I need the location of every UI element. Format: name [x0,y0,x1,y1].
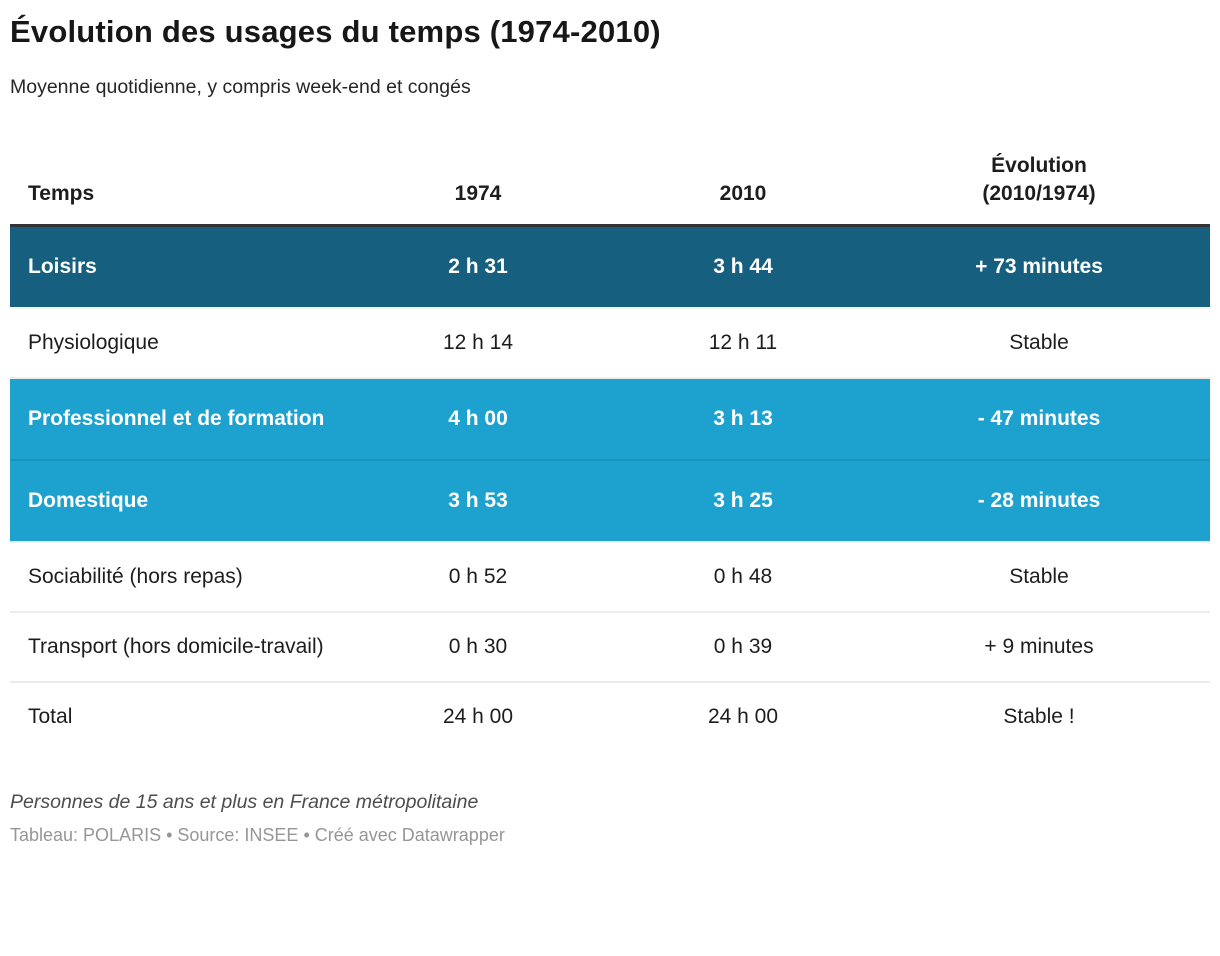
value-2010: 3 h 44 [618,225,868,310]
value-1974: 3 h 53 [338,460,618,544]
value-2010: 24 h 00 [707,705,779,729]
value-2010: 0 h 48 [618,542,868,614]
value-evolution: + 73 minutes [868,225,1210,310]
table-row-sociabilite: Sociabilité (hors repas) 0 h 52 0 h 48 S… [10,542,1210,614]
table-row-physiologique: Physiologique 12 h 14 12 h 11 Stable [10,308,1210,380]
value-2010: 12 h 11 [618,308,868,380]
value-2010: 3 h 25 [618,460,868,544]
column-header-temps: Temps [10,152,338,228]
time-usage-table: Temps 1974 2010 Évolution (2010/1974) Lo… [10,152,1210,751]
column-header-2010: 2010 [618,152,868,228]
value-2010: 0 h 39 [618,612,868,684]
value-evolution: - 28 minutes [868,460,1210,544]
value-evolution: Stable [868,308,1210,380]
value-evolution: Stable ! [1003,705,1075,729]
value-1974: 0 h 30 [338,612,618,684]
value-1974: 4 h 00 [338,378,618,462]
table-row-transport: Transport (hors domicile-travail) 0 h 30… [10,612,1210,684]
row-label: Physiologique [10,308,338,380]
table-row-domestique: Domestique 3 h 53 3 h 25 - 28 minutes [10,460,1210,544]
row-label: Total [28,705,73,729]
column-header-1974: 1974 [338,152,618,228]
value-evolution: + 9 minutes [868,612,1210,684]
attribution-line: Tableau: POLARIS • Source: INSEE • Créé … [10,825,505,846]
table-row-loisirs: Loisirs 2 h 31 3 h 44 + 73 minutes [10,225,1210,310]
value-evolution: Stable [868,542,1210,614]
value-1974: 2 h 31 [338,225,618,310]
value-2010: 3 h 13 [618,378,868,462]
row-label: Transport (hors domicile-travail) [10,612,338,684]
row-label: Loisirs [10,225,338,310]
page-subtitle: Moyenne quotidienne, y compris week-end … [10,75,471,98]
column-header-evolution: Évolution (2010/1974) [868,152,1210,228]
header-row: Temps 1974 2010 Évolution (2010/1974) [10,152,1210,228]
value-evolution: - 47 minutes [868,378,1210,462]
row-label: Professionnel et de formation [10,378,338,462]
page-title: Évolution des usages du temps (1974-2010… [10,14,661,49]
value-1974: 0 h 52 [338,542,618,614]
footnote: Personnes de 15 ans et plus en France mé… [10,791,479,814]
datawrapper-table-visualization: Évolution des usages du temps (1974-2010… [10,14,1210,846]
row-label: Sociabilité (hors repas) [10,542,338,614]
value-1974: 24 h 00 [442,705,514,729]
table-row-total: Total 24 h 00 24 h 00 Stable ! [10,682,1210,751]
value-1974: 12 h 14 [338,308,618,380]
row-label: Domestique [10,460,338,544]
table-row-professionnel: Professionnel et de formation 4 h 00 3 h… [10,378,1210,462]
